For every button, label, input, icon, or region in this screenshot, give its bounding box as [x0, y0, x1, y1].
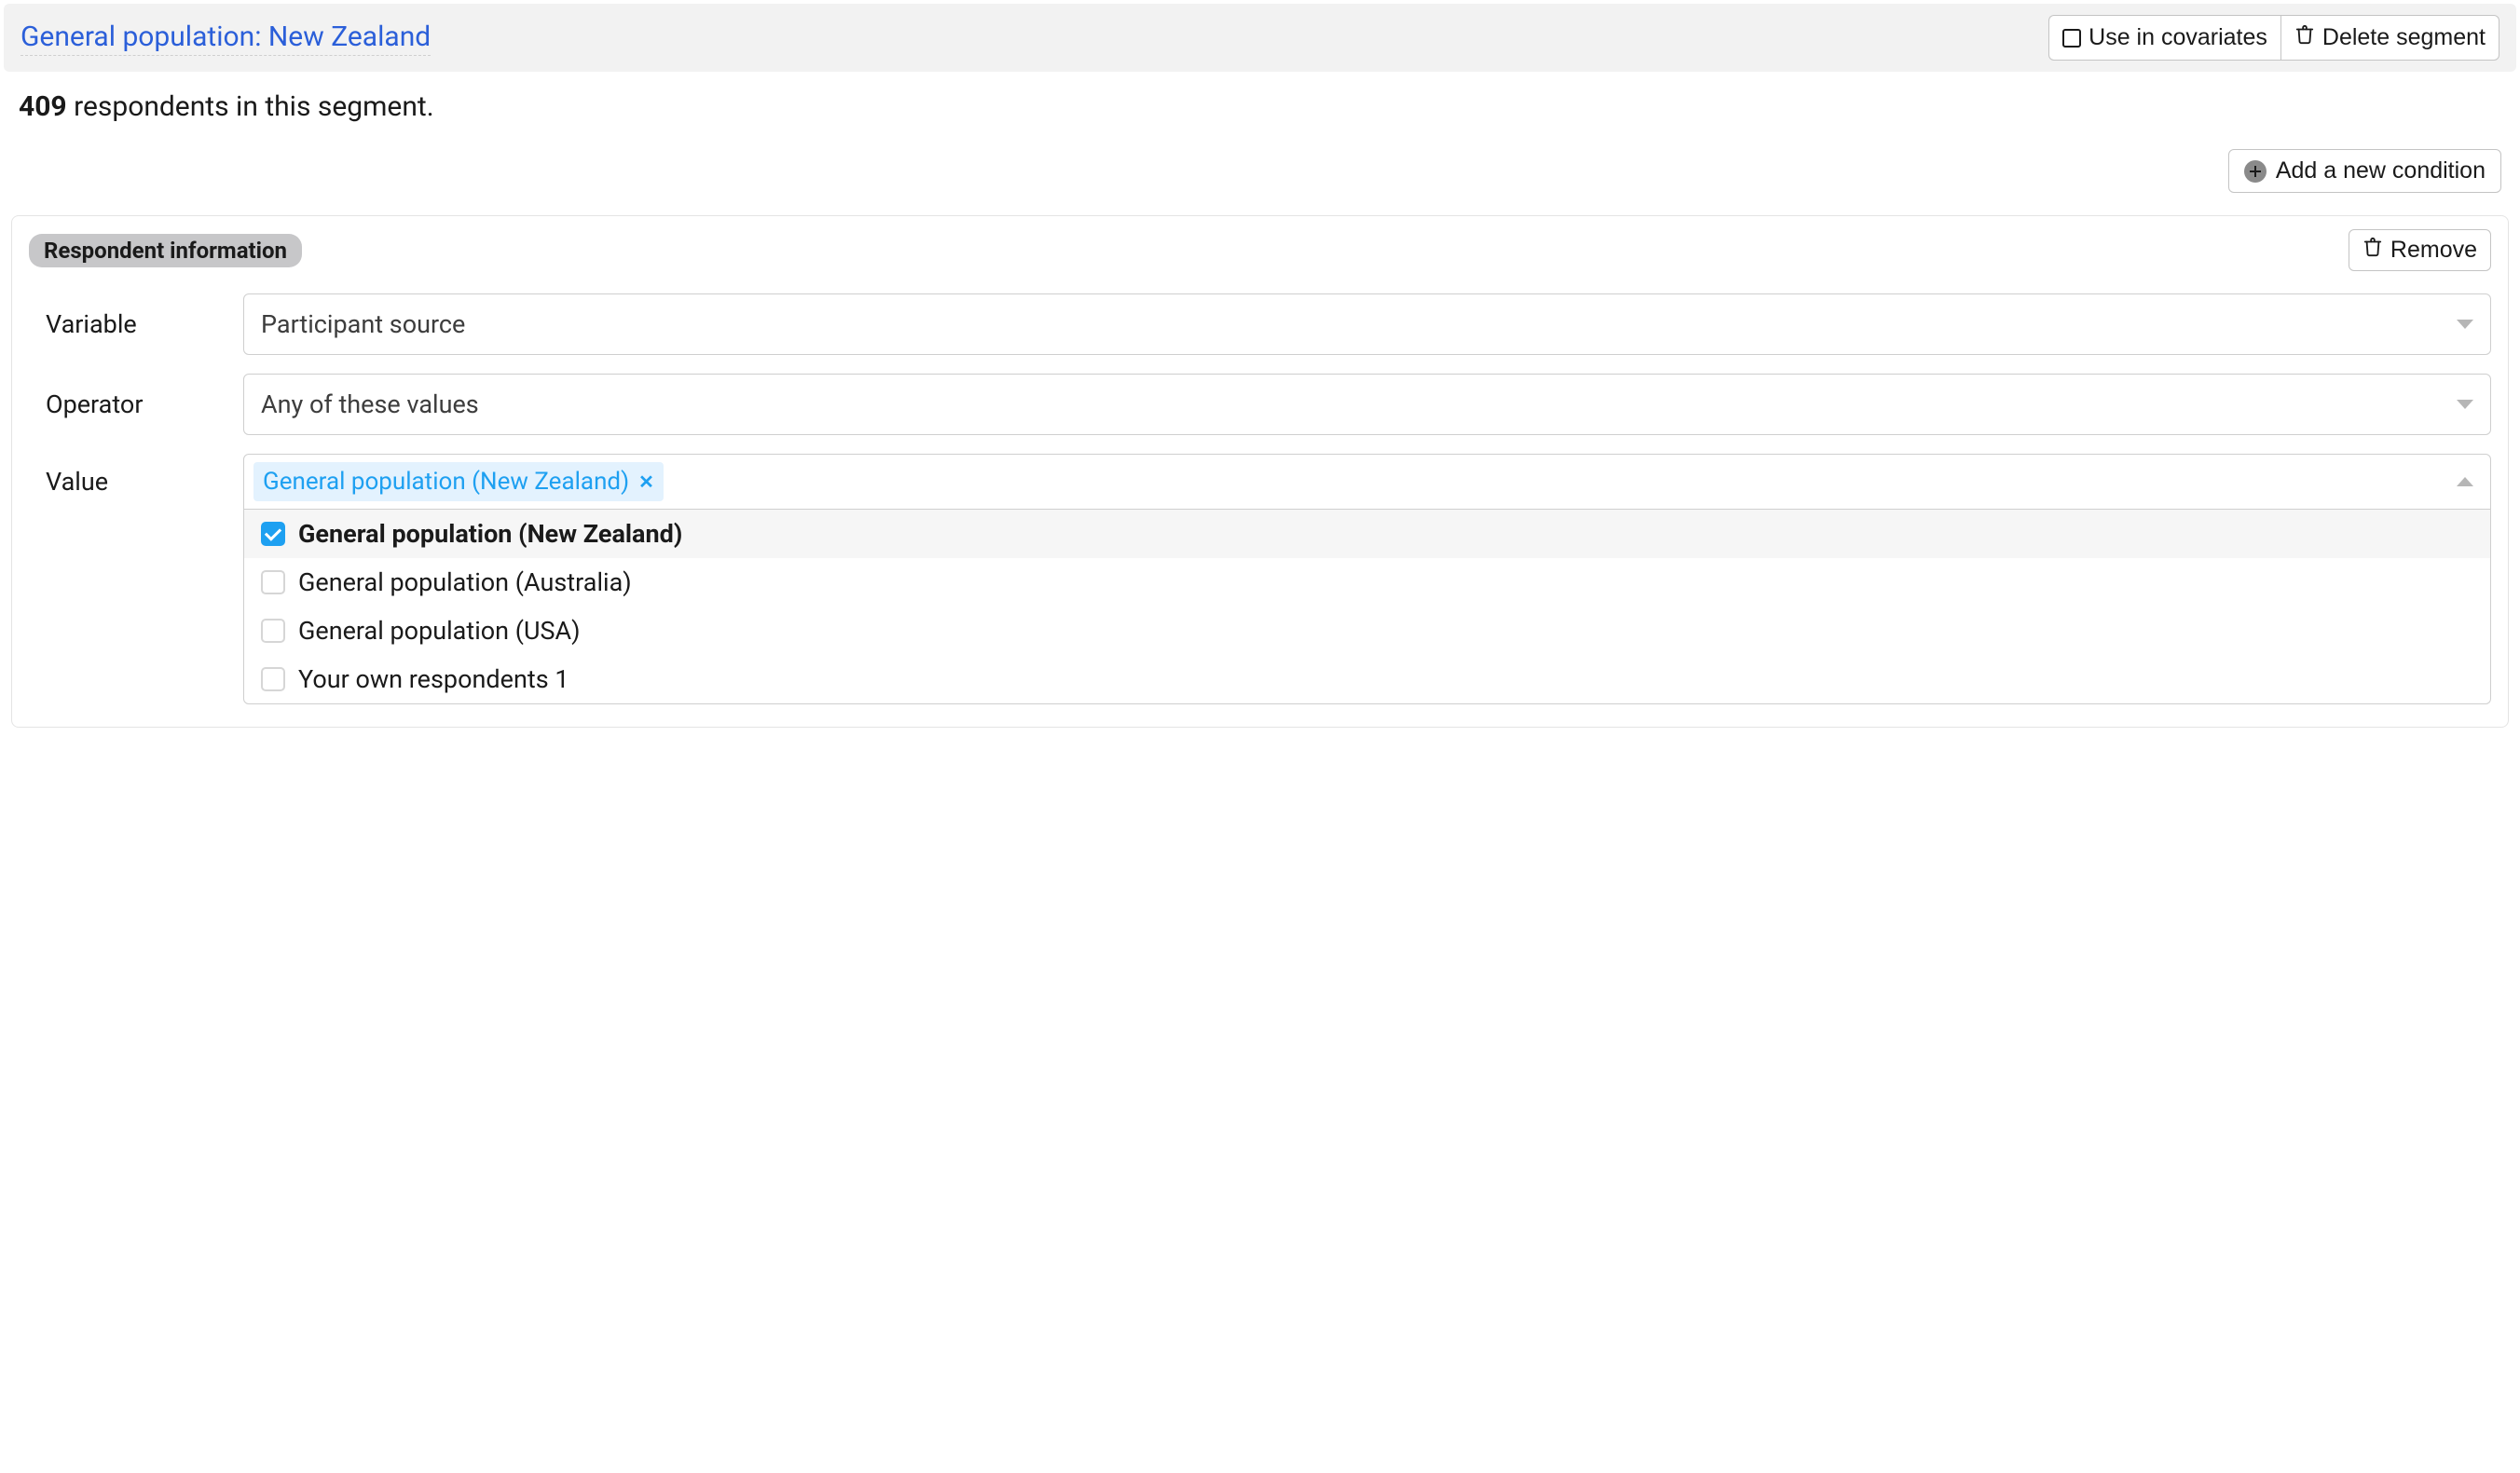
remove-label: Remove: [2390, 237, 2477, 264]
variable-value: Participant source: [261, 309, 465, 339]
value-multiselect[interactable]: General population (New Zealand) ✕: [243, 454, 2491, 510]
chevron-up-icon: [2457, 477, 2473, 486]
value-option-label: Your own respondents 1: [298, 664, 569, 694]
checkbox-icon: [2062, 29, 2081, 48]
trash-icon: [2362, 236, 2383, 265]
plus-icon: [2244, 160, 2267, 183]
operator-select[interactable]: Any of these values: [243, 374, 2491, 435]
add-condition-button[interactable]: Add a new condition: [2228, 149, 2501, 193]
segment-title[interactable]: General population: New Zealand: [21, 20, 431, 56]
tag-label: General population (New Zealand): [263, 468, 629, 496]
selected-value-tag: General population (New Zealand) ✕: [253, 462, 664, 501]
trash-icon: [2294, 23, 2315, 52]
respondent-count: 409: [19, 90, 67, 123]
respondent-count-suffix: respondents in this segment.: [67, 90, 434, 123]
header-actions: Use in covariates Delete segment: [2048, 15, 2499, 61]
checkbox-icon: [261, 570, 285, 594]
remove-condition-button[interactable]: Remove: [2349, 229, 2491, 271]
value-option-label: General population (New Zealand): [298, 519, 682, 549]
delete-segment-label: Delete segment: [2322, 24, 2486, 51]
use-in-covariates-button[interactable]: Use in covariates: [2048, 15, 2280, 61]
checkbox-icon: [261, 522, 285, 546]
operator-label: Operator: [29, 389, 243, 419]
condition-badge: Respondent information: [29, 234, 302, 267]
value-option-label: General population (USA): [298, 616, 581, 646]
operator-value: Any of these values: [261, 389, 479, 419]
value-option[interactable]: Your own respondents 1: [244, 655, 2490, 703]
value-option[interactable]: General population (USA): [244, 607, 2490, 655]
chevron-down-icon: [2457, 400, 2473, 409]
value-option-label: General population (Australia): [298, 567, 632, 597]
operator-row: Operator Any of these values: [29, 374, 2491, 435]
chevron-down-icon: [2457, 320, 2473, 329]
variable-select[interactable]: Participant source: [243, 293, 2491, 355]
value-option[interactable]: General population (New Zealand): [244, 510, 2490, 558]
respondent-count-line: 409 respondents in this segment.: [0, 90, 2520, 123]
variable-row: Variable Participant source: [29, 293, 2491, 355]
use-in-covariates-label: Use in covariates: [2089, 24, 2267, 51]
checkbox-icon: [261, 619, 285, 643]
condition-card: Respondent information Remove Variable P…: [11, 215, 2509, 728]
value-option[interactable]: General population (Australia): [244, 558, 2490, 607]
value-label: Value: [29, 454, 243, 497]
segment-header: General population: New Zealand Use in c…: [4, 4, 2516, 72]
add-condition-label: Add a new condition: [2276, 157, 2486, 184]
value-dropdown-list: General population (New Zealand) General …: [243, 510, 2491, 704]
add-condition-row: Add a new condition: [0, 149, 2520, 193]
variable-label: Variable: [29, 309, 243, 339]
condition-header: Respondent information Remove: [29, 229, 2491, 271]
tag-remove-icon[interactable]: ✕: [638, 471, 654, 493]
delete-segment-button[interactable]: Delete segment: [2280, 15, 2499, 61]
value-row: Value General population (New Zealand) ✕…: [29, 454, 2491, 704]
checkbox-icon: [261, 667, 285, 691]
